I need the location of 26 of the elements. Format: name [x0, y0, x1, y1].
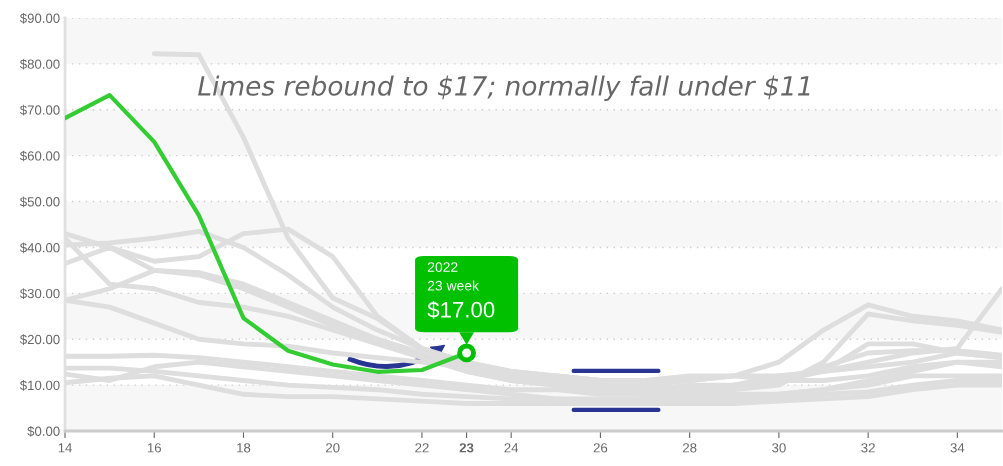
x-tick-label: 26: [593, 443, 608, 453]
y-tick-label: $70.00: [19, 104, 60, 116]
y-tick-label: $90.00: [19, 13, 60, 24]
x-tick-label: 24: [504, 443, 519, 453]
annotation: 2022: [427, 262, 458, 273]
annotation: Limes rebound to $17; normally fall under $11: [198, 75, 810, 101]
annotation: $17.00: [427, 300, 495, 319]
x-tick-label: 34: [950, 443, 965, 453]
annotation: 23 week: [427, 280, 479, 291]
y-tick-label: $20.00: [19, 334, 60, 345]
x-tick-label: 30: [772, 443, 786, 453]
x-tick-label: 28: [682, 443, 697, 453]
x-tick-label: 18: [237, 443, 251, 453]
x-tick-label: 23: [459, 443, 474, 453]
y-tick-label: $80.00: [19, 58, 60, 70]
x-tick-label: 14: [58, 443, 72, 453]
x-tick-label: 16: [147, 443, 161, 453]
x-tick-label: 20: [326, 443, 340, 453]
y-tick-label: $50.00: [19, 196, 60, 208]
y-tick-label: $40.00: [19, 242, 60, 254]
y-tick-label: $10.00: [19, 380, 60, 391]
y-tick-label: $60.00: [19, 150, 60, 162]
y-tick-label: $30.00: [19, 288, 60, 300]
x-tick-label: 32: [861, 443, 875, 453]
x-tick-label: 22: [415, 443, 429, 453]
y-tick-label: $0.00: [27, 426, 60, 437]
